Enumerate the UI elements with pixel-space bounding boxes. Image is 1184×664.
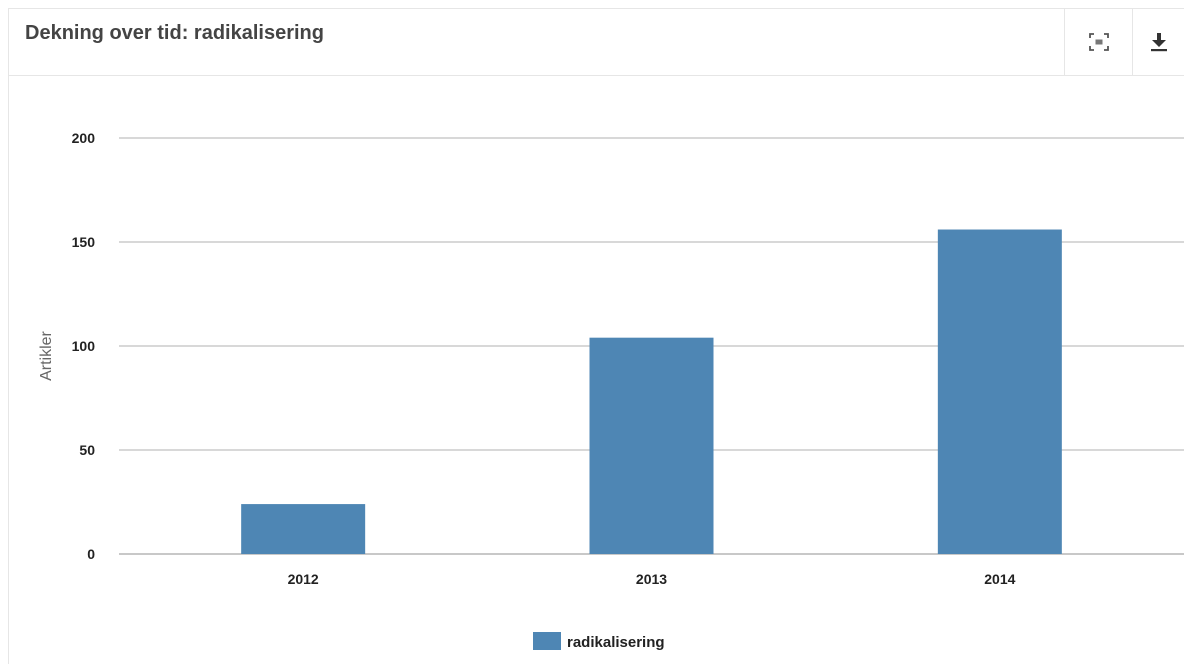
y-axis-labels: 0 50 100 150 200 (72, 130, 96, 562)
x-axis-labels: 2012 2013 2014 (288, 571, 1016, 587)
page-title: Dekning over tid: radikalisering (25, 22, 324, 44)
x-tick-label: 2012 (288, 571, 319, 587)
chart-panel: Dekning over tid: radikalisering 0 50 10 (8, 8, 1184, 664)
bars (241, 229, 1062, 554)
bar-2014[interactable] (937, 229, 1062, 554)
x-tick-label: 2013 (636, 571, 667, 587)
bar-2012[interactable] (241, 504, 366, 554)
expand-button[interactable] (1064, 9, 1132, 75)
download-icon (1150, 33, 1167, 52)
fullscreen-icon (1088, 33, 1109, 51)
y-tick-label: 150 (72, 234, 96, 250)
y-tick-label: 0 (87, 546, 95, 562)
x-tick-label: 2014 (984, 571, 1015, 587)
legend[interactable]: radikalisering (533, 632, 665, 651)
bar-2013[interactable] (589, 337, 714, 554)
panel-header: Dekning over tid: radikalisering (9, 9, 1184, 76)
y-tick-label: 200 (72, 130, 96, 146)
y-tick-label: 100 (72, 338, 96, 354)
legend-swatch (533, 632, 561, 650)
bar-chart: 0 50 100 150 200 Artikler 2012 2013 2014 radik… (38, 130, 1184, 651)
download-button[interactable] (1132, 9, 1184, 75)
y-axis-title: Artikler (38, 330, 55, 380)
y-tick-label: 50 (79, 442, 95, 458)
legend-label: radikalisering (567, 634, 665, 651)
